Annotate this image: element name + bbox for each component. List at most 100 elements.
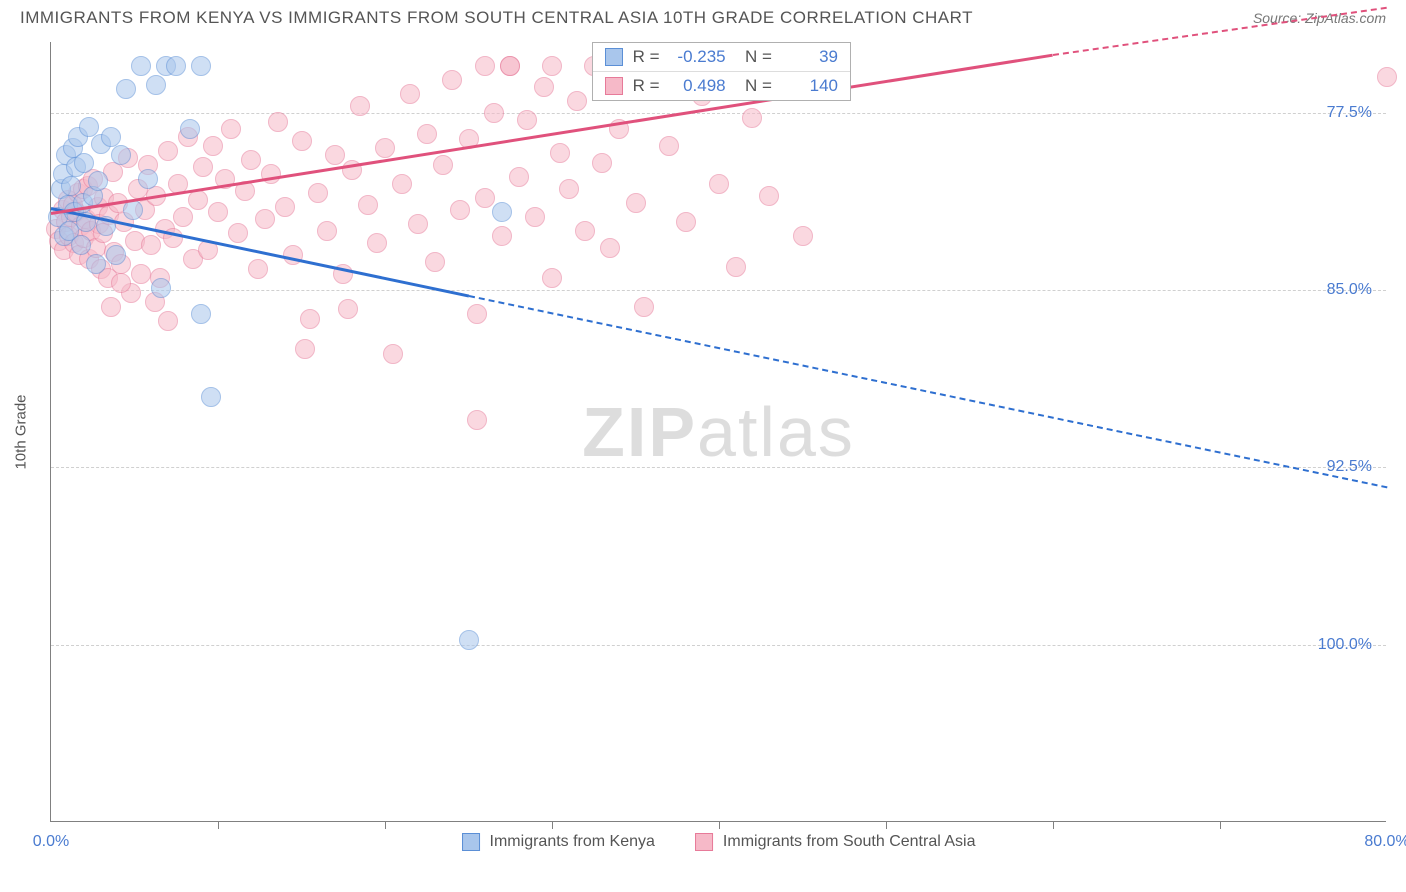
data-point-sca [467,410,487,430]
x-tick [719,821,720,829]
data-point-sca [626,193,646,213]
title-bar: IMMIGRANTS FROM KENYA VS IMMIGRANTS FROM… [0,0,1406,32]
data-point-sca [158,141,178,161]
data-point-sca [261,164,281,184]
data-point-sca [203,136,223,156]
y-tick-label: 100.0% [1318,636,1372,654]
swatch-kenya [462,833,480,851]
trend-line [51,54,1053,215]
data-point-sca [295,339,315,359]
data-point-sca [111,273,131,293]
data-point-sca [300,309,320,329]
data-point-sca [417,124,437,144]
gridline-h [51,113,1386,114]
data-point-sca [567,91,587,111]
data-point-sca [358,195,378,215]
data-point-sca [450,200,470,220]
data-point-sca [425,252,445,272]
data-point-sca [248,259,268,279]
data-point-sca [392,174,412,194]
data-point-sca [634,297,654,317]
data-point-sca [600,238,620,258]
data-point-sca [241,150,261,170]
data-point-sca [325,145,345,165]
data-point-sca [255,209,275,229]
data-point-kenya [106,245,126,265]
data-point-sca [475,188,495,208]
gridline-h [51,645,1386,646]
data-point-kenya [138,169,158,189]
stats-row-kenya: R =-0.235 N =39 [593,43,850,72]
data-point-sca [759,186,779,206]
data-point-sca [101,297,121,317]
data-point-sca [592,153,612,173]
data-point-sca [1377,67,1397,87]
data-point-sca [559,179,579,199]
data-point-sca [221,119,241,139]
data-point-kenya [86,254,106,274]
data-point-sca [193,157,213,177]
data-point-sca [173,207,193,227]
swatch-sca [605,77,623,95]
watermark: ZIPatlas [582,392,855,472]
data-point-sca [492,226,512,246]
data-point-kenya [166,56,186,76]
bottom-legend: Immigrants from KenyaImmigrants from Sou… [462,833,976,851]
data-point-sca [475,56,495,76]
data-point-sca [131,264,151,284]
data-point-sca [709,174,729,194]
trend-line [468,295,1387,488]
data-point-sca [275,197,295,217]
data-point-kenya [88,171,108,191]
data-point-kenya [101,127,121,147]
data-point-sca [408,214,428,234]
data-point-sca [742,108,762,128]
x-tick [1220,821,1221,829]
data-point-sca [188,190,208,210]
swatch-kenya [605,48,623,66]
data-point-sca [659,136,679,156]
data-point-sca [228,223,248,243]
data-point-sca [400,84,420,104]
data-point-kenya [492,202,512,222]
data-point-sca [726,257,746,277]
data-point-kenya [111,145,131,165]
data-point-sca [367,233,387,253]
x-tick [385,821,386,829]
x-tick-label: 80.0% [1364,833,1406,851]
data-point-sca [542,268,562,288]
data-point-kenya [191,56,211,76]
data-point-sca [433,155,453,175]
x-tick-label: 0.0% [33,833,69,851]
data-point-kenya [71,235,91,255]
stats-legend-box: R =-0.235 N =39R =0.498 N =140 [592,42,851,101]
data-point-sca [317,221,337,241]
data-point-kenya [151,278,171,298]
y-axis-title: 10th Grade [13,394,30,469]
data-point-sca [509,167,529,187]
data-point-sca [141,235,161,255]
data-point-sca [500,56,520,76]
swatch-sca [695,833,713,851]
legend-item-sca: Immigrants from South Central Asia [695,833,976,851]
data-point-sca [517,110,537,130]
data-point-sca [542,56,562,76]
chart-title: IMMIGRANTS FROM KENYA VS IMMIGRANTS FROM… [20,8,973,28]
x-tick [886,821,887,829]
data-point-sca [793,226,813,246]
data-point-sca [550,143,570,163]
data-point-sca [308,183,328,203]
data-point-sca [575,221,595,241]
gridline-h [51,290,1386,291]
gridline-h [51,467,1386,468]
x-tick [1053,821,1054,829]
data-point-sca [375,138,395,158]
y-tick-label: 77.5% [1327,104,1372,122]
x-tick [552,821,553,829]
data-point-kenya [180,119,200,139]
y-tick-label: 85.0% [1327,281,1372,299]
data-point-sca [442,70,462,90]
data-point-sca [158,311,178,331]
data-point-kenya [146,75,166,95]
y-tick-label: 92.5% [1327,458,1372,476]
